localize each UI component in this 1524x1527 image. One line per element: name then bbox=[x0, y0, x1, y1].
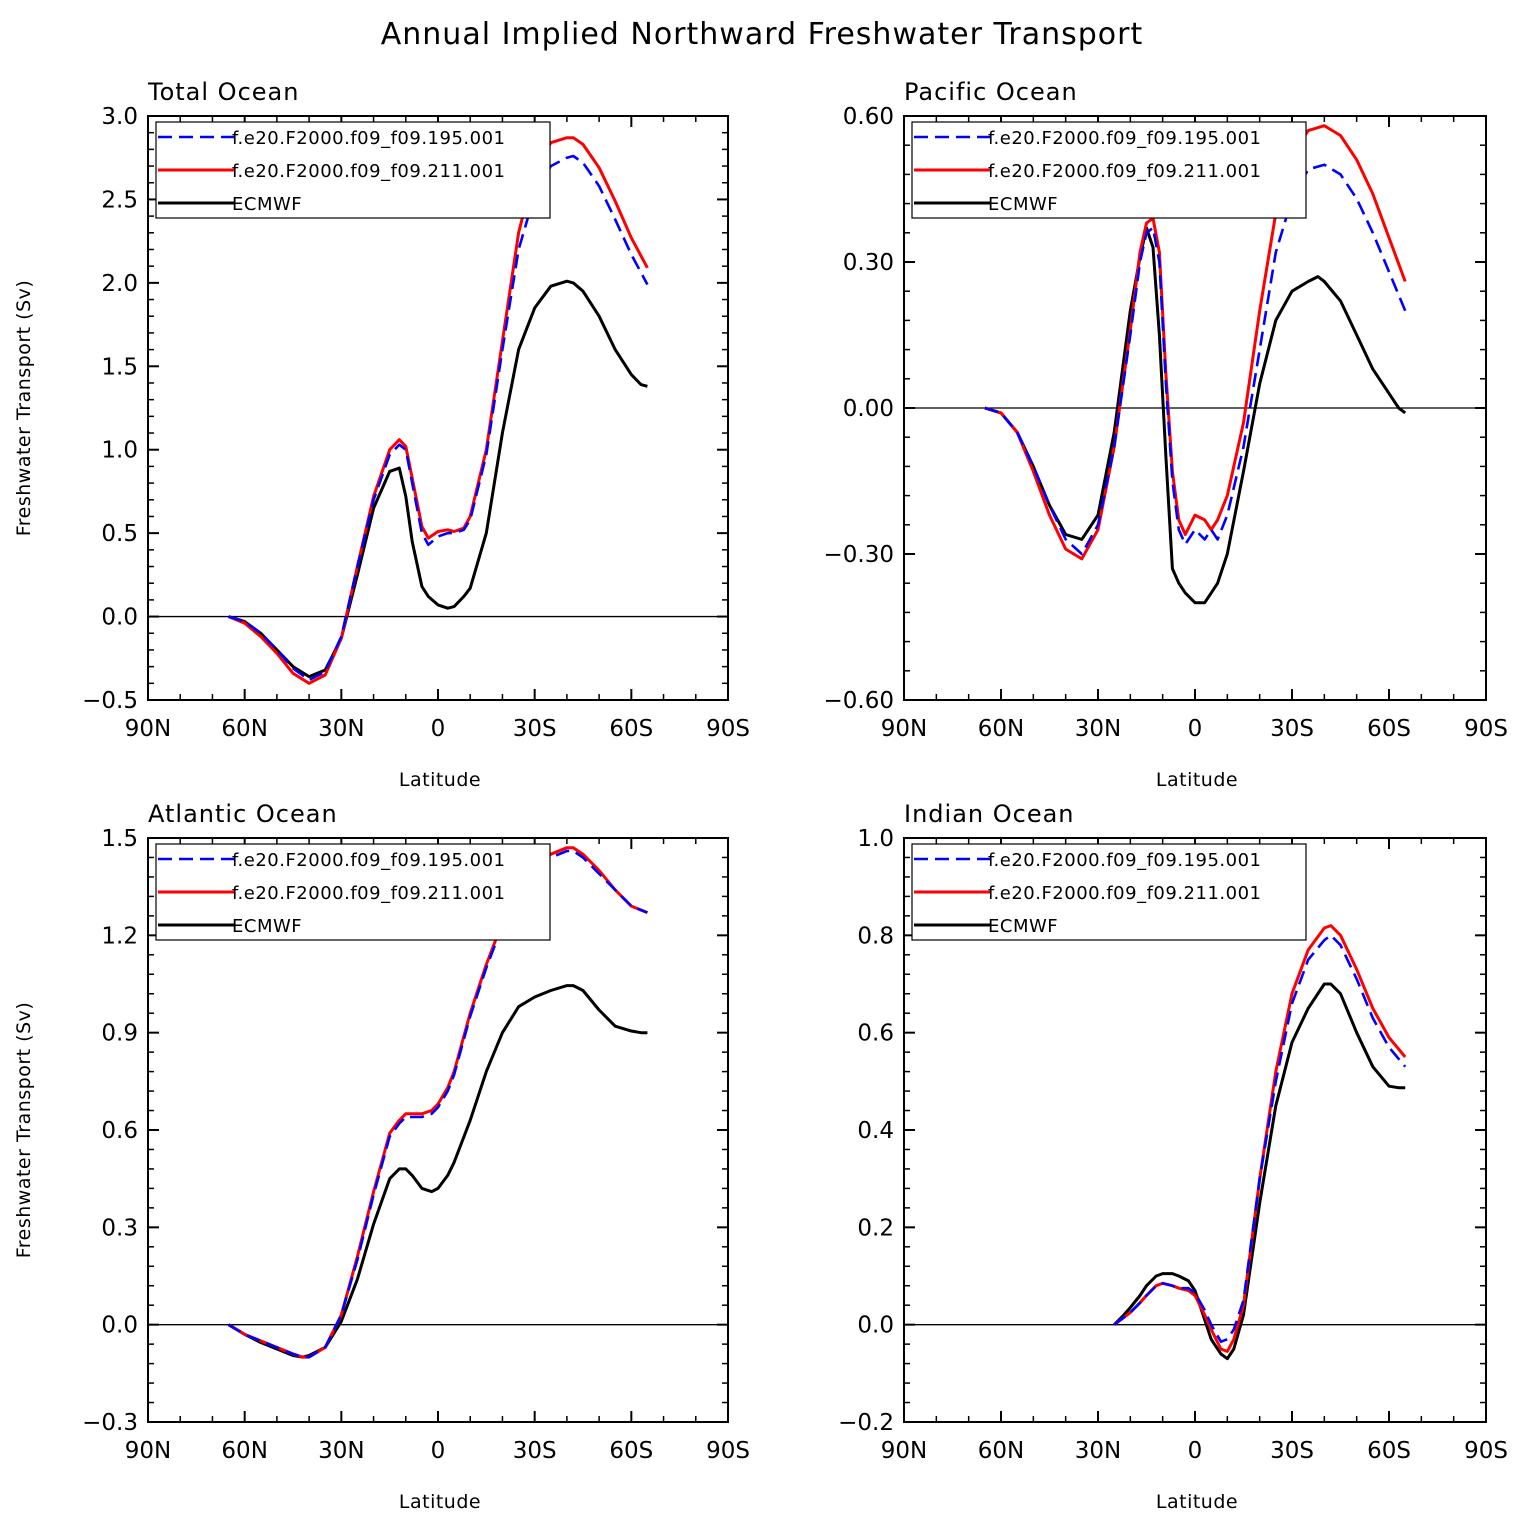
legend-label: ECMWF bbox=[988, 916, 1058, 937]
chart-panel-3: Indian Ocean 90N 60N 30N 0 30S 60S 90S −0.2 0.0 0.… bbox=[838, 800, 1508, 1513]
legend-label: f.e20.F2000.f09_f09.211.001 bbox=[988, 883, 1261, 904]
panel-title: Indian Ocean bbox=[904, 800, 1075, 828]
x-tick-label: 90S bbox=[1464, 716, 1508, 742]
legend-label: f.e20.F2000.f09_f09.211.001 bbox=[232, 161, 505, 182]
legend-label: f.e20.F2000.f09_f09.195.001 bbox=[232, 128, 505, 149]
x-tick-label: 60S bbox=[609, 716, 653, 742]
panel-title: Atlantic Ocean bbox=[148, 800, 338, 828]
y-tick-label: 0.6 bbox=[101, 1118, 138, 1144]
y-tick-label: −0.30 bbox=[824, 542, 894, 568]
series-line-0 bbox=[1113, 934, 1407, 1343]
x-axis-label: Latitude bbox=[1156, 769, 1238, 791]
y-tick-label: 2.0 bbox=[101, 271, 138, 297]
y-tick-label: 3.0 bbox=[101, 104, 138, 130]
x-tick-label: 90N bbox=[881, 1438, 927, 1464]
x-tick-label: 90S bbox=[706, 716, 750, 742]
series-line-0 bbox=[984, 163, 1407, 556]
series-line-1 bbox=[228, 136, 649, 685]
panel-title: Total Ocean bbox=[147, 78, 299, 106]
y-tick-label: 0.8 bbox=[857, 923, 894, 949]
y-tick-label: 0.5 bbox=[101, 521, 138, 547]
x-tick-label: 60N bbox=[221, 1438, 267, 1464]
series-line-1 bbox=[227, 846, 648, 1359]
x-tick-label: 30N bbox=[318, 716, 364, 742]
x-tick-label: 60N bbox=[978, 1438, 1024, 1464]
y-tick-label: 0.6 bbox=[857, 1021, 894, 1047]
x-tick-label: 30N bbox=[1075, 1438, 1121, 1464]
series-line-2 bbox=[1113, 982, 1406, 1361]
y-tick-label: 0.60 bbox=[843, 104, 894, 130]
y-tick-label: 0.0 bbox=[101, 1313, 138, 1339]
y-tick-label: 0.0 bbox=[101, 605, 138, 631]
series-line-0 bbox=[228, 154, 649, 682]
y-tick-label: 1.5 bbox=[101, 826, 138, 852]
x-axis-label: Latitude bbox=[399, 1491, 481, 1513]
x-tick-label: 30S bbox=[513, 716, 557, 742]
x-tick-label: 30S bbox=[1270, 1438, 1314, 1464]
x-tick-label: 30N bbox=[1075, 716, 1121, 742]
y-tick-label: −0.60 bbox=[824, 688, 894, 714]
x-tick-label: 90S bbox=[706, 1438, 750, 1464]
figure-title: Annual Implied Northward Freshwater Tran… bbox=[381, 17, 1143, 52]
series-line-2 bbox=[984, 226, 1407, 605]
y-tick-label: −0.3 bbox=[82, 1410, 138, 1436]
y-tick-label: 1.5 bbox=[101, 354, 138, 380]
x-tick-label: 90N bbox=[125, 716, 171, 742]
legend: f.e20.F2000.f09_f09.195.001 f.e20.F2000.f… bbox=[911, 843, 1307, 941]
x-tick-label: 60S bbox=[1367, 716, 1411, 742]
y-tick-label: −0.2 bbox=[838, 1410, 894, 1436]
legend-label: f.e20.F2000.f09_f09.211.001 bbox=[232, 883, 505, 904]
x-tick-label: 90N bbox=[881, 716, 927, 742]
legend-label: f.e20.F2000.f09_f09.211.001 bbox=[988, 161, 1261, 182]
y-tick-label: −0.5 bbox=[82, 688, 138, 714]
legend-label: ECMWF bbox=[988, 194, 1058, 215]
x-tick-label: 60S bbox=[609, 1438, 653, 1464]
y-tick-label: 1.0 bbox=[857, 826, 894, 852]
y-tick-label: 0.2 bbox=[857, 1215, 894, 1241]
x-tick-label: 30N bbox=[318, 1438, 364, 1464]
legend: f.e20.F2000.f09_f09.195.001 f.e20.F2000.f… bbox=[155, 843, 551, 941]
x-tick-label: 60N bbox=[221, 716, 267, 742]
y-tick-label: 0.00 bbox=[843, 396, 894, 422]
y-tick-label: 0.0 bbox=[857, 1313, 894, 1339]
y-tick-label: 0.9 bbox=[101, 1021, 138, 1047]
y-tick-label: 1.0 bbox=[101, 438, 138, 464]
y-tick-label: 0.4 bbox=[857, 1118, 894, 1144]
series-line-1 bbox=[1113, 924, 1407, 1353]
y-tick-label: 0.3 bbox=[101, 1215, 138, 1241]
chart-panel-2: Atlantic Ocean 90N 60N 30N 0 30S 60S 90S −0.3 0.0… bbox=[13, 800, 750, 1513]
x-tick-label: 0 bbox=[1188, 1438, 1203, 1464]
series-line-2 bbox=[228, 279, 648, 679]
chart-panel-1: Pacific Ocean 90N 60N 30N 0 30S 60S 90S −0.60 −0.… bbox=[824, 78, 1508, 791]
x-axis-label: Latitude bbox=[1156, 1491, 1238, 1513]
legend: f.e20.F2000.f09_f09.195.001 f.e20.F2000.f… bbox=[155, 121, 551, 219]
chart-panel-0: Total Ocean 90N 60N 30N 0 30S 60S 90S −0.5 0.0 0.5… bbox=[13, 78, 750, 791]
series-line-2 bbox=[227, 984, 648, 1359]
legend-label: f.e20.F2000.f09_f09.195.001 bbox=[988, 850, 1261, 871]
legend-label: f.e20.F2000.f09_f09.195.001 bbox=[232, 850, 505, 871]
x-tick-label: 60S bbox=[1367, 1438, 1411, 1464]
x-tick-label: 90S bbox=[1464, 1438, 1508, 1464]
y-tick-label: 1.2 bbox=[101, 923, 138, 949]
y-tick-label: 0.30 bbox=[843, 250, 894, 276]
x-axis-label: Latitude bbox=[399, 769, 481, 791]
x-tick-label: 30S bbox=[513, 1438, 557, 1464]
legend-label: ECMWF bbox=[232, 916, 302, 937]
legend-label: f.e20.F2000.f09_f09.195.001 bbox=[988, 128, 1261, 149]
x-tick-label: 0 bbox=[431, 1438, 446, 1464]
x-tick-label: 0 bbox=[1188, 716, 1203, 742]
x-tick-label: 90N bbox=[125, 1438, 171, 1464]
panel-title: Pacific Ocean bbox=[904, 78, 1078, 106]
y-axis-label: Freshwater Transport (Sv) bbox=[13, 1002, 35, 1259]
legend: f.e20.F2000.f09_f09.195.001 f.e20.F2000.f… bbox=[911, 121, 1307, 219]
legend-label: ECMWF bbox=[232, 194, 302, 215]
y-axis-label: Freshwater Transport (Sv) bbox=[13, 280, 35, 537]
x-tick-label: 60N bbox=[978, 716, 1024, 742]
y-tick-label: 2.5 bbox=[101, 187, 138, 213]
x-tick-label: 30S bbox=[1270, 716, 1314, 742]
series-line-0 bbox=[227, 849, 648, 1359]
series-line-1 bbox=[984, 124, 1407, 561]
x-tick-label: 0 bbox=[431, 716, 446, 742]
